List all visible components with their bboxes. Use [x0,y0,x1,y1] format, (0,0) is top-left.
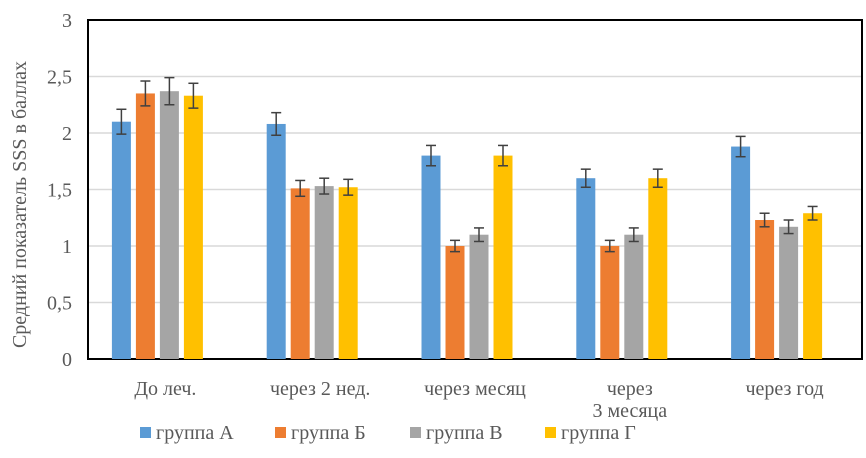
bar [421,155,441,359]
y-tick-label: 0,5 [47,293,72,315]
x-tick-label: 3 месяца [592,400,667,422]
legend-swatch [410,427,421,438]
legend-swatch [545,427,556,438]
x-tick-label: через месяц [424,378,526,400]
y-axis-label: Средний показатель SSS в баллах [9,61,31,348]
y-tick-label: 1,5 [47,180,72,202]
bar [183,95,203,360]
bar [493,155,513,359]
legend-label: группа Г [561,422,636,444]
legend-label: группа В [426,422,503,444]
bar [779,226,799,359]
y-tick-label: 0 [62,349,72,371]
x-tick-label: До леч. [134,378,196,400]
legend-label: группа А [156,422,234,444]
bar [803,213,823,359]
bar [111,121,131,359]
x-tick-label: через год [745,378,823,400]
bar [135,93,155,359]
bar [731,146,751,359]
legend-label: группа Б [291,422,366,444]
bar [469,234,489,359]
y-tick-label: 3 [62,10,72,32]
legend-swatch [275,427,286,438]
bar [648,178,668,359]
bar [159,91,179,359]
legend-swatch [140,427,151,438]
bar [445,246,465,359]
bar [600,246,620,359]
bar [755,220,775,359]
bar [266,123,286,360]
bar [576,178,596,359]
x-tick-label: через [607,378,653,400]
bar [624,234,644,359]
bar [338,187,358,359]
bar [314,186,334,359]
bar [290,188,310,359]
x-tick-label: через 2 нед. [270,378,370,400]
y-tick-label: 2,5 [47,67,72,89]
y-tick-label: 2 [62,123,72,145]
y-tick-label: 1 [62,236,72,258]
